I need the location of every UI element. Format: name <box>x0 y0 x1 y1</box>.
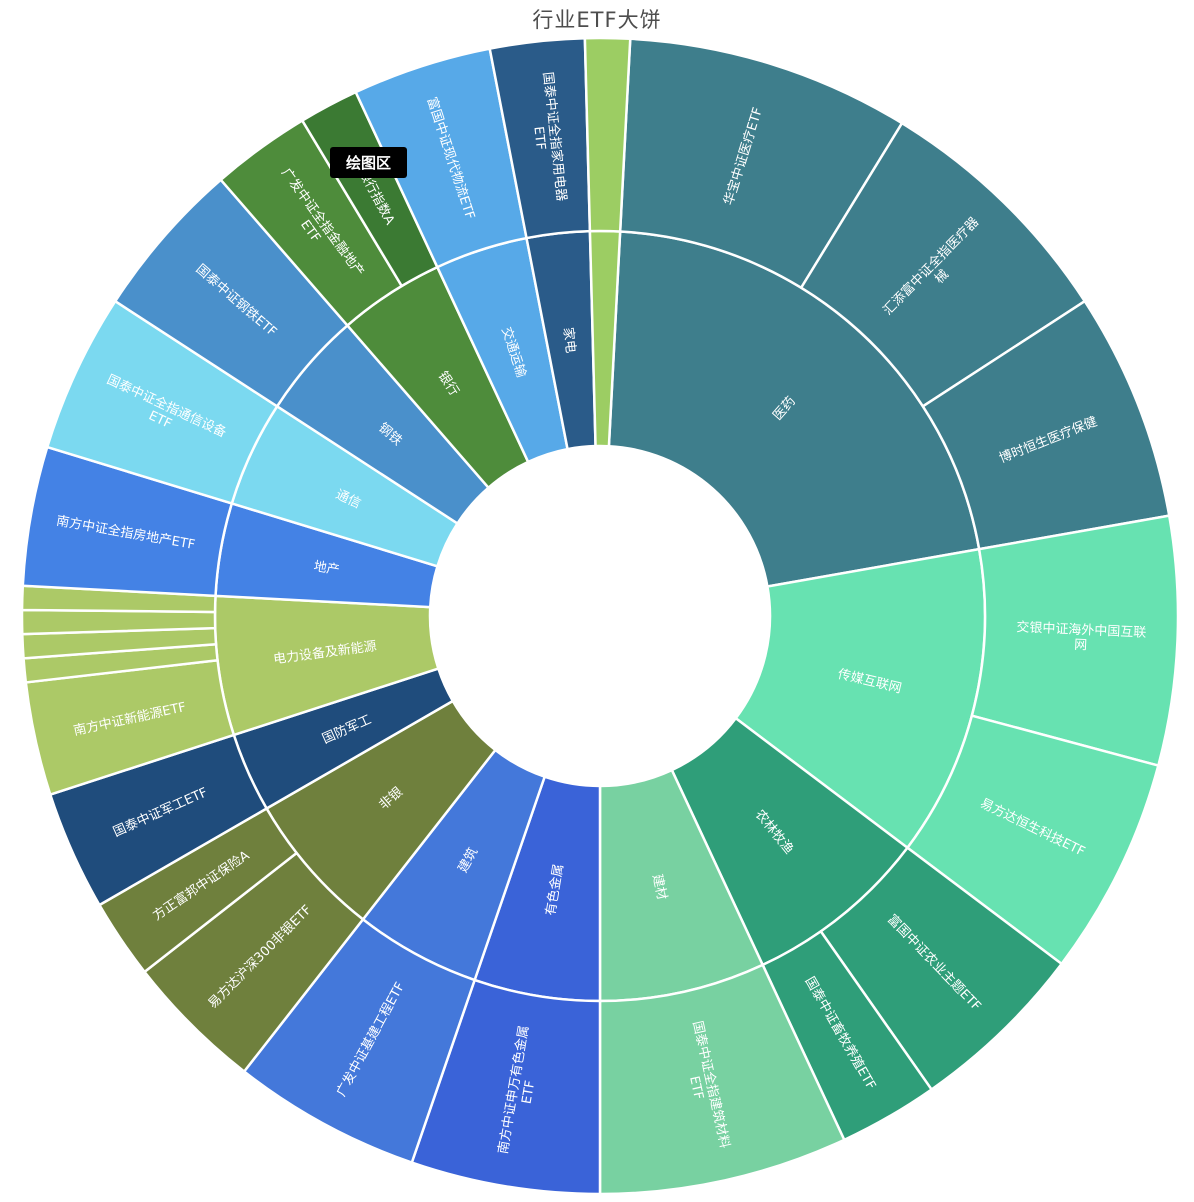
industry-label: 地产 <box>312 559 340 578</box>
industry-label: 建材 <box>649 873 669 902</box>
industry-label: 家电 <box>560 326 579 354</box>
chart-title: 行业ETF大饼 <box>532 8 662 32</box>
plot-area-tooltip: 绘图区 <box>330 147 408 178</box>
sunburst-leaf[interactable] <box>583 36 632 233</box>
etf-label: 交银中证海外中国互联网 <box>1015 619 1146 656</box>
